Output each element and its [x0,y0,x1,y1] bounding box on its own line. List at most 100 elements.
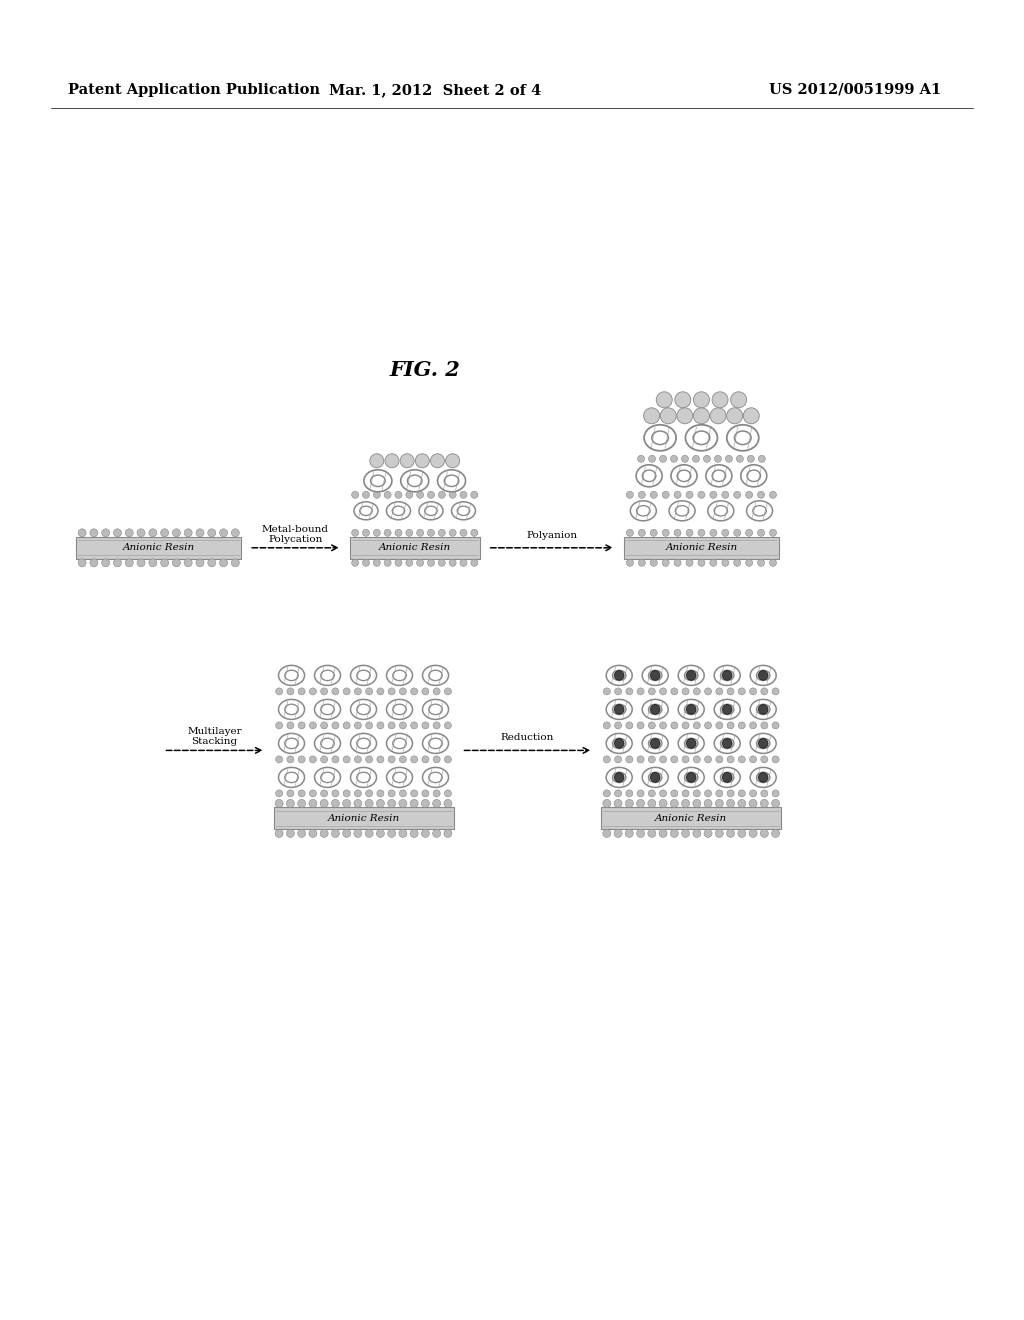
Circle shape [727,408,742,424]
Ellipse shape [721,738,734,748]
Circle shape [638,491,645,499]
Circle shape [693,408,710,424]
Circle shape [637,829,644,837]
Circle shape [444,789,452,797]
Circle shape [309,722,316,729]
Circle shape [626,800,633,808]
Circle shape [638,560,645,566]
Circle shape [395,560,402,566]
Circle shape [384,491,391,499]
Ellipse shape [356,772,371,783]
Ellipse shape [356,671,371,681]
Circle shape [648,722,655,729]
Ellipse shape [444,475,459,487]
Ellipse shape [429,704,442,714]
Ellipse shape [285,738,298,748]
Circle shape [411,688,418,694]
Ellipse shape [429,772,442,783]
Circle shape [287,800,294,808]
Circle shape [427,529,434,536]
Circle shape [614,789,622,797]
Circle shape [388,756,395,763]
Circle shape [388,789,395,797]
Circle shape [406,529,413,536]
Circle shape [743,408,759,424]
Ellipse shape [684,671,698,681]
Circle shape [125,558,133,566]
Ellipse shape [393,738,407,748]
Circle shape [671,722,678,729]
Circle shape [422,722,429,729]
Circle shape [734,560,740,566]
Circle shape [184,529,193,537]
Circle shape [411,756,418,763]
Circle shape [287,722,294,729]
Circle shape [388,722,395,729]
Circle shape [614,800,622,808]
Circle shape [686,705,696,714]
Circle shape [722,560,729,566]
Circle shape [671,756,678,763]
Circle shape [430,454,444,467]
Circle shape [231,529,240,537]
Ellipse shape [408,475,422,487]
Circle shape [772,756,779,763]
Circle shape [445,454,460,467]
Circle shape [343,688,350,694]
Ellipse shape [393,772,407,783]
Circle shape [366,722,373,729]
Circle shape [759,772,768,783]
Circle shape [682,829,689,837]
Circle shape [287,829,294,837]
Circle shape [433,722,440,729]
Circle shape [444,756,452,763]
Ellipse shape [677,470,691,482]
Circle shape [771,829,779,837]
Circle shape [671,789,678,797]
Text: Multilayer: Multilayer [187,727,242,737]
Circle shape [399,722,407,729]
Circle shape [772,789,779,797]
Circle shape [656,392,672,408]
Circle shape [603,722,610,729]
Bar [350,537,479,558]
Circle shape [366,789,373,797]
Circle shape [761,688,768,694]
Circle shape [332,829,339,837]
Circle shape [399,829,407,837]
Circle shape [208,529,216,537]
Ellipse shape [721,772,734,783]
Ellipse shape [684,704,698,714]
Circle shape [321,800,328,808]
Circle shape [366,688,373,694]
Circle shape [384,560,391,566]
Ellipse shape [648,671,662,681]
Circle shape [727,722,734,729]
Ellipse shape [356,704,371,714]
Ellipse shape [757,671,770,681]
Circle shape [78,558,86,566]
Circle shape [715,455,722,462]
Circle shape [275,688,283,694]
Circle shape [433,756,440,763]
Circle shape [275,722,283,729]
Circle shape [90,529,98,537]
Circle shape [758,491,765,499]
Circle shape [716,756,723,763]
Circle shape [769,529,776,536]
Circle shape [101,558,110,566]
Ellipse shape [612,671,626,681]
Circle shape [674,560,681,566]
Circle shape [450,560,456,566]
Bar [76,537,242,558]
Circle shape [433,688,440,694]
Circle shape [275,756,283,763]
Circle shape [332,688,339,694]
Circle shape [374,560,380,566]
Circle shape [677,408,693,424]
Circle shape [748,455,755,462]
Ellipse shape [393,704,407,714]
Circle shape [727,688,734,694]
Circle shape [627,529,634,536]
Circle shape [692,455,699,462]
